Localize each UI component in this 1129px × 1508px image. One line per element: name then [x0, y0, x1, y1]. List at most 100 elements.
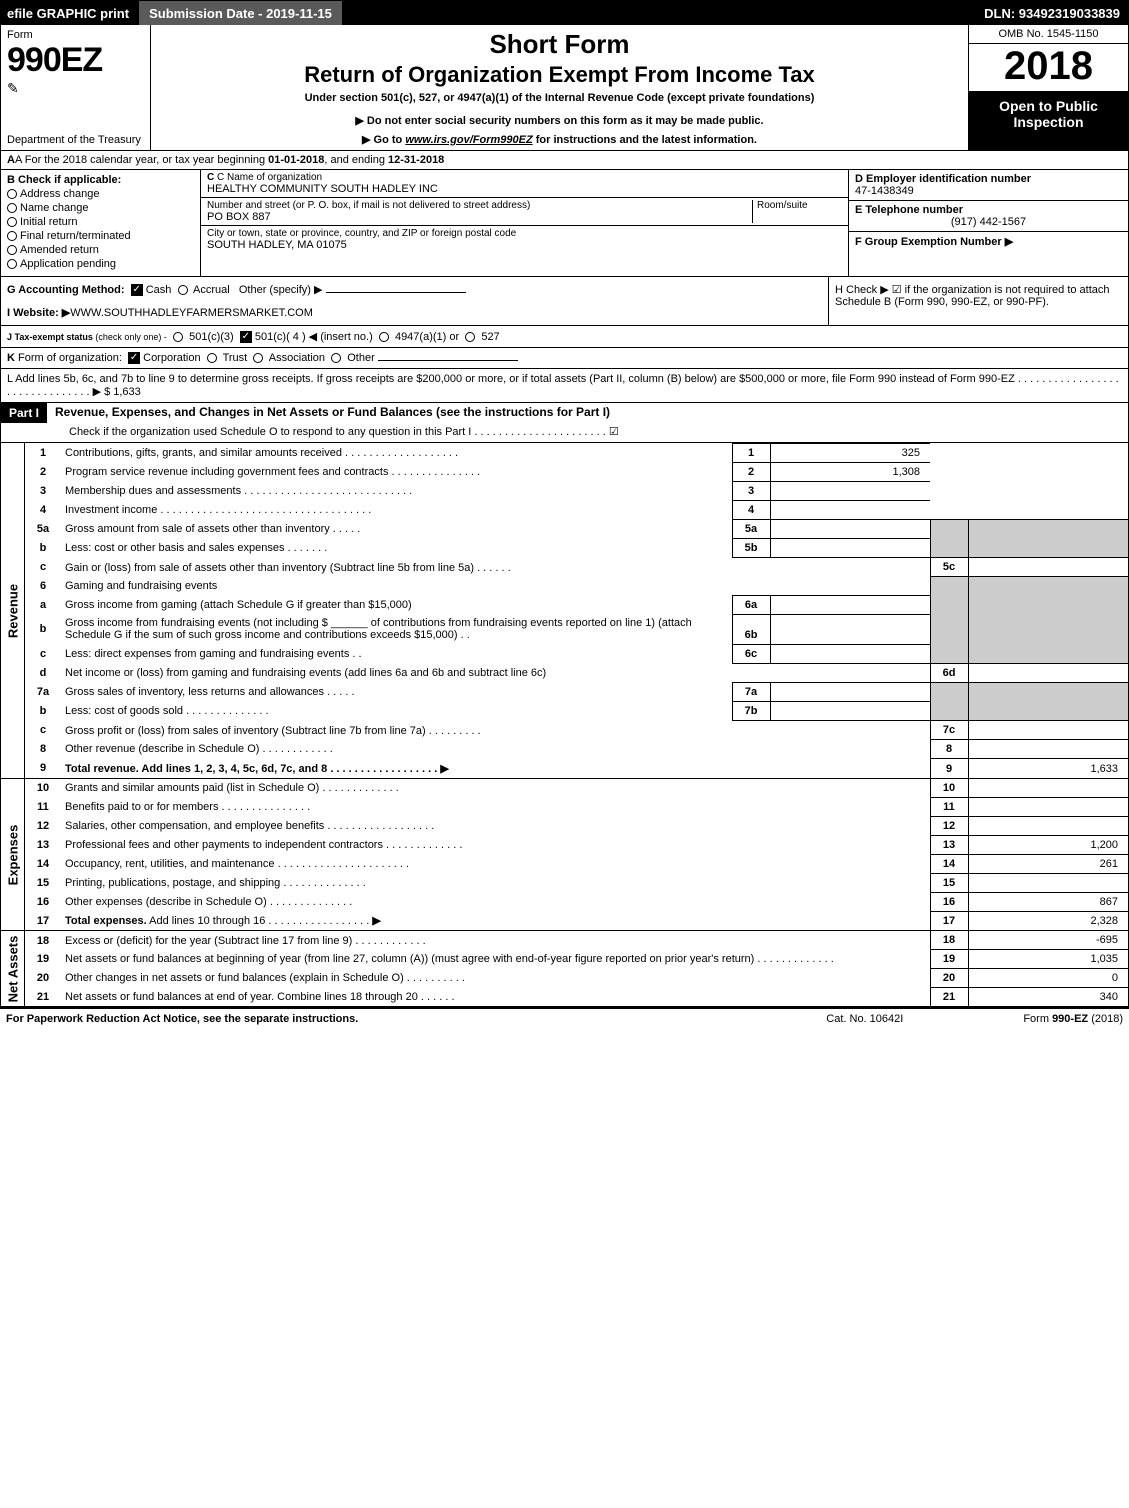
check-name-change[interactable]	[7, 203, 17, 213]
cat-no: Cat. No. 10642I	[826, 1013, 903, 1025]
line5c-value	[968, 558, 1128, 577]
street-label: Number and street (or P. O. box, if mail…	[207, 200, 752, 211]
expenses-table: 10Grants and similar amounts paid (list …	[25, 779, 1128, 931]
check-final-return[interactable]	[7, 231, 17, 241]
row-gh: G Accounting Method: ✓ Cash Accrual Othe…	[1, 277, 1128, 326]
check-initial-return[interactable]	[7, 217, 17, 227]
submission-date: Submission Date - 2019-11-15	[139, 1, 342, 25]
revenue-section: Revenue 1Contributions, gifts, grants, a…	[1, 443, 1128, 779]
net-assets-table: 18Excess or (deficit) for the year (Subt…	[25, 931, 1128, 1006]
part1-sub: Check if the organization used Schedule …	[1, 423, 1128, 442]
ein-value: 47-1438349	[855, 185, 914, 197]
line20-value: 0	[968, 969, 1128, 988]
row-g: G Accounting Method: ✓ Cash Accrual Othe…	[1, 277, 828, 325]
revenue-table: 1Contributions, gifts, grants, and simil…	[25, 443, 1128, 778]
check-cash[interactable]: ✓	[131, 284, 143, 296]
row-k: K Form of organization: ✓ Corporation Tr…	[1, 348, 1128, 369]
box-def: D Employer identification number 47-1438…	[848, 170, 1128, 276]
line15-value	[968, 873, 1128, 892]
irs-link[interactable]: www.irs.gov/Form990EZ	[405, 134, 532, 146]
header-right: OMB No. 1545-1150 2018 Open to Public In…	[968, 25, 1128, 150]
org-name-label: C Name of organization	[217, 172, 322, 183]
revenue-side-label: Revenue	[1, 443, 25, 778]
line8-value	[968, 740, 1128, 759]
box-b-title: B Check if applicable:	[7, 174, 121, 186]
form-header: Form 990EZ ✎ Department of the Treasury …	[1, 25, 1128, 151]
dln: DLN: 93492319033839	[984, 6, 1128, 21]
row-l: L Add lines 5b, 6c, and 7b to line 9 to …	[1, 369, 1128, 403]
form-page: efile GRAPHIC print Submission Date - 20…	[0, 0, 1129, 1009]
group-exemption-label: F Group Exemption Number ▶	[855, 236, 1013, 248]
org-name: HEALTHY COMMUNITY SOUTH HADLEY INC	[207, 183, 842, 195]
header-left: Form 990EZ ✎ Department of the Treasury	[1, 25, 151, 150]
under-section: Under section 501(c), 527, or 4947(a)(1)…	[161, 92, 958, 104]
header-center: Short Form Return of Organization Exempt…	[151, 25, 968, 150]
box-c: C C Name of organization HEALTHY COMMUNI…	[201, 170, 848, 276]
check-accrual[interactable]	[178, 285, 188, 295]
form-ref: Form 990-EZ (2018)	[1023, 1013, 1123, 1025]
part1-label: Part I	[1, 403, 47, 423]
line12-value	[968, 816, 1128, 835]
check-assoc[interactable]	[253, 353, 263, 363]
net-assets-section: Net Assets 18Excess or (deficit) for the…	[1, 931, 1128, 1008]
check-corp[interactable]: ✓	[128, 352, 140, 364]
line16-value: 867	[968, 892, 1128, 911]
phone-label: E Telephone number	[855, 204, 963, 216]
expenses-section: Expenses 10Grants and similar amounts pa…	[1, 779, 1128, 932]
line17-value: 2,328	[968, 911, 1128, 930]
ssn-warning: ▶ Do not enter social security numbers o…	[161, 114, 958, 127]
check-amended[interactable]	[7, 245, 17, 255]
part1-title: Revenue, Expenses, and Changes in Net As…	[55, 403, 610, 419]
line14-value: 261	[968, 854, 1128, 873]
line3-value	[770, 482, 930, 501]
check-501c[interactable]: ✓	[240, 331, 252, 343]
efile-label: efile GRAPHIC print	[1, 6, 135, 21]
return-title: Return of Organization Exempt From Incom…	[161, 62, 958, 88]
open-inspection: Open to Public Inspection	[969, 92, 1128, 150]
check-501c3[interactable]	[173, 332, 183, 342]
ein-label: D Employer identification number	[855, 173, 1031, 185]
form-word: Form	[7, 29, 144, 41]
row-a-tax-year: AA For the 2018 calendar year, or tax ye…	[1, 151, 1128, 170]
omb-number: OMB No. 1545-1150	[969, 25, 1128, 44]
netassets-side-label: Net Assets	[1, 931, 25, 1006]
box-b: B Check if applicable: Address change Na…	[1, 170, 201, 276]
line9-value: 1,633	[968, 759, 1128, 778]
line2-value: 1,308	[770, 463, 930, 482]
city-value: SOUTH HADLEY, MA 01075	[207, 239, 842, 251]
check-527[interactable]	[465, 332, 475, 342]
goto-line: ▶ Go to www.irs.gov/Form990EZ for instru…	[161, 133, 958, 146]
line10-value	[968, 779, 1128, 798]
page-footer: For Paperwork Reduction Act Notice, see …	[0, 1009, 1129, 1029]
info-row: B Check if applicable: Address change Na…	[1, 170, 1128, 277]
line7c-value	[968, 721, 1128, 740]
part1-header: Part I Revenue, Expenses, and Changes in…	[1, 403, 1128, 443]
line4-value	[770, 501, 930, 520]
expenses-side-label: Expenses	[1, 779, 25, 931]
line13-value: 1,200	[968, 835, 1128, 854]
check-pending[interactable]	[7, 259, 17, 269]
check-trust[interactable]	[207, 353, 217, 363]
line11-value	[968, 797, 1128, 816]
line18-value: -695	[968, 931, 1128, 950]
website-link[interactable]: WWW.SOUTHHADLEYFARMERSMARKET.COM	[70, 307, 313, 319]
tax-year: 2018	[969, 44, 1128, 92]
phone-value: (917) 442-1567	[855, 216, 1122, 228]
row-h: H Check ▶ ☑ if the organization is not r…	[828, 277, 1128, 325]
form-number: 990EZ	[7, 41, 144, 80]
line6d-value	[968, 664, 1128, 683]
department: Department of the Treasury	[7, 134, 141, 146]
line21-value: 340	[968, 988, 1128, 1007]
room-label: Room/suite	[757, 200, 842, 211]
row-j: J Tax-exempt status (check only one) - 5…	[1, 326, 1128, 348]
short-form-title: Short Form	[161, 29, 958, 60]
city-label: City or town, state or province, country…	[207, 228, 842, 239]
street-value: PO BOX 887	[207, 211, 752, 223]
check-other-org[interactable]	[331, 353, 341, 363]
line19-value: 1,035	[968, 950, 1128, 969]
top-bar: efile GRAPHIC print Submission Date - 20…	[1, 1, 1128, 25]
paperwork-notice: For Paperwork Reduction Act Notice, see …	[6, 1013, 358, 1025]
check-4947[interactable]	[379, 332, 389, 342]
check-address-change[interactable]	[7, 189, 17, 199]
line1-value: 325	[770, 444, 930, 463]
